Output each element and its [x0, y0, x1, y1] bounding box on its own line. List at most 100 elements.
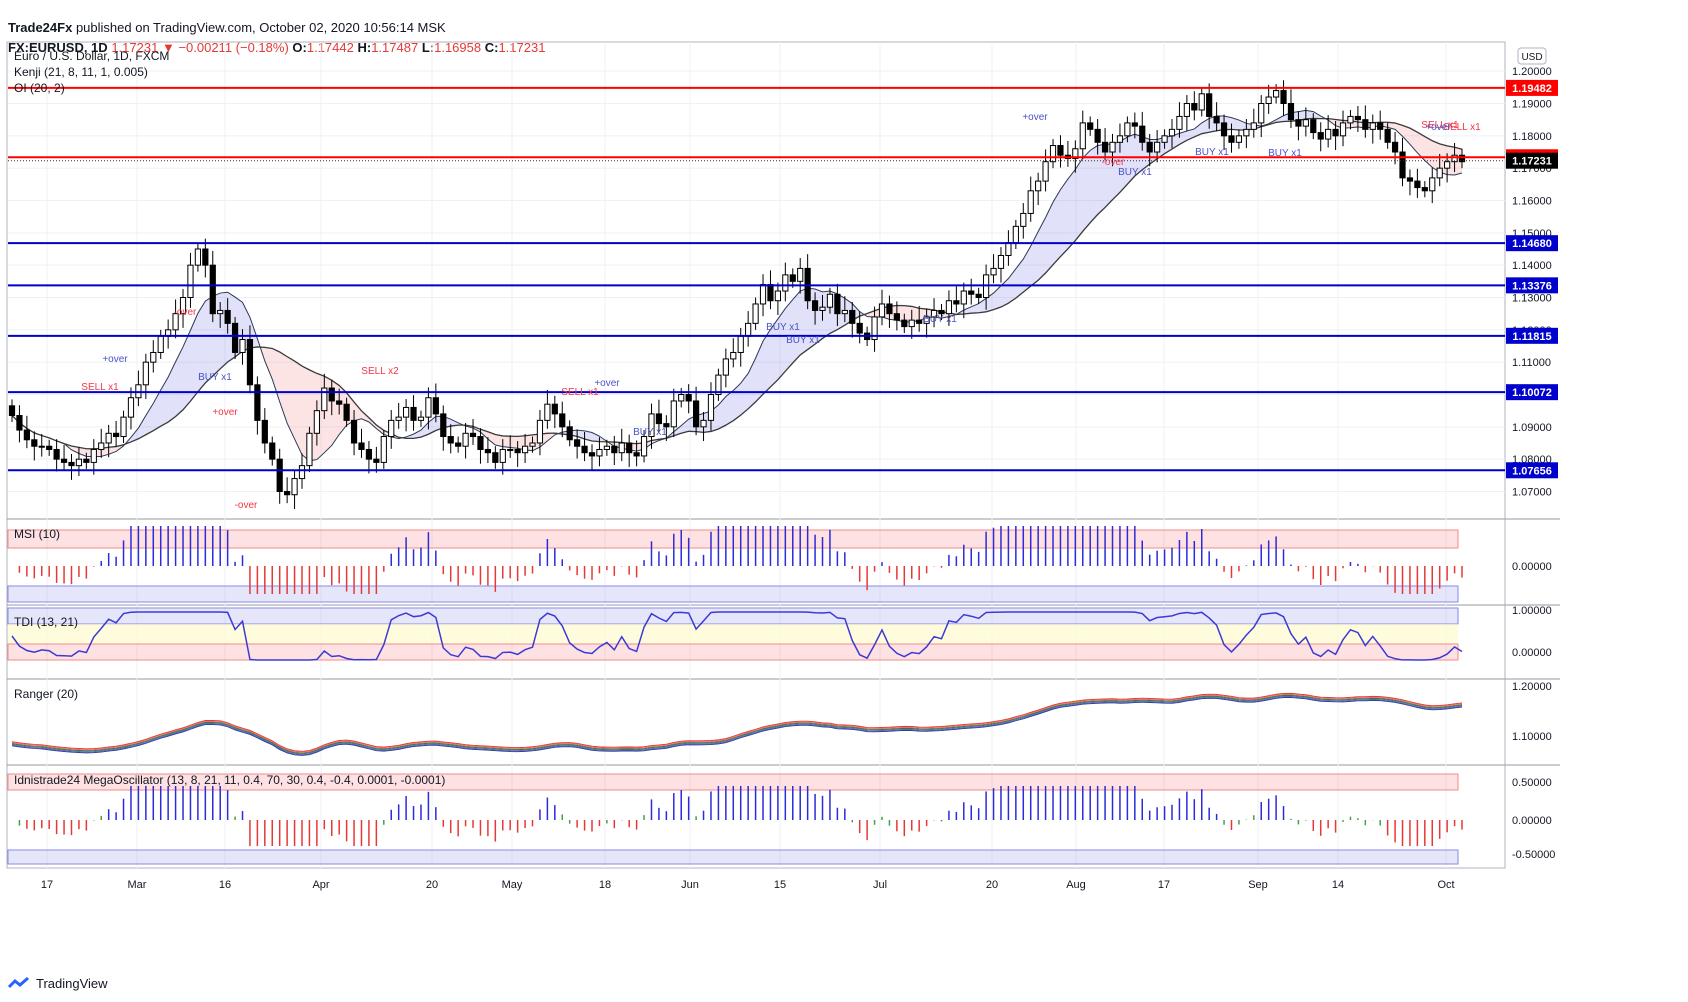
- candle: [284, 491, 291, 496]
- candle: [707, 394, 715, 421]
- tdi-lower-band: [7, 643, 1459, 661]
- ranger-tick-label: 1.20000: [1512, 681, 1552, 693]
- publish-text: published on TradingView.com, October 02…: [75, 20, 446, 35]
- candle: [410, 406, 417, 421]
- over-signal-label: +over: [594, 378, 620, 389]
- candle: [83, 458, 90, 463]
- candle: [566, 426, 573, 441]
- buy-signal-label: BUY x1: [1195, 147, 1229, 158]
- candle: [53, 448, 60, 460]
- over-signal-label: -over: [235, 500, 258, 511]
- candle: [849, 309, 856, 324]
- x-tick-label: 15: [774, 879, 786, 891]
- kenji-cloud-segment: [428, 416, 436, 435]
- tdi-tick-label: 1.00000: [1512, 605, 1552, 617]
- candle: [819, 306, 826, 311]
- over-signal-label: -over: [174, 307, 197, 318]
- candle: [797, 267, 804, 282]
- candle: [276, 458, 283, 492]
- msi-tick-label: 0.00000: [1512, 561, 1552, 573]
- high-label: H:: [357, 40, 372, 55]
- candle: [38, 445, 45, 448]
- kenji-slow-line: [11, 117, 1463, 450]
- kenji-cloud-segment: [963, 306, 972, 314]
- candle: [336, 400, 343, 405]
- x-tick-label: 17: [41, 879, 53, 891]
- buy-signal-label: BUY x1: [633, 427, 667, 438]
- kenji-cloud-segment: [763, 329, 771, 395]
- candle: [1280, 90, 1287, 104]
- y-tick-label: 1.14000: [1512, 260, 1552, 272]
- high-value: 1.17487: [371, 40, 419, 55]
- x-tick-label: 17: [1158, 879, 1170, 891]
- candle: [291, 478, 298, 496]
- kenji-cloud-segment: [502, 435, 511, 448]
- candle: [626, 442, 633, 454]
- candle: [811, 300, 819, 311]
- close-label: C:: [484, 40, 499, 55]
- candle: [194, 248, 202, 266]
- candle: [759, 284, 767, 305]
- kenji-cloud-segment: [911, 306, 920, 322]
- kenji-cloud-segment: [1454, 147, 1462, 176]
- kenji-cloud-segment: [1090, 145, 1098, 223]
- candle: [388, 419, 395, 438]
- candle: [142, 361, 149, 386]
- candle: [1168, 128, 1176, 137]
- candle: [685, 394, 692, 402]
- low-label: L:: [421, 40, 435, 55]
- level-label: 1.07656: [1512, 465, 1552, 477]
- last-price-label: 1.17231: [1512, 156, 1552, 168]
- kenji-cloud-segment: [272, 348, 280, 402]
- ranger-line: [11, 694, 1463, 754]
- kenji-cloud-segment: [1298, 110, 1306, 121]
- kenji-cloud-segment: [1030, 231, 1039, 287]
- kenji-cloud-segment: [130, 428, 139, 442]
- candle: [737, 335, 744, 353]
- candle: [75, 458, 83, 467]
- msi-legend: MSI (10): [14, 527, 60, 541]
- kenji-cloud-segment: [279, 352, 288, 424]
- level-badge: [1506, 462, 1558, 479]
- candle: [484, 448, 491, 454]
- footer: TradingView: [8, 976, 108, 991]
- currency-label: USD: [1521, 52, 1542, 63]
- kenji-cloud-segment: [1119, 137, 1128, 193]
- last-price: 1.17231: [111, 40, 159, 55]
- candle: [1436, 167, 1443, 179]
- kenji-cloud-segment: [220, 292, 228, 369]
- level-badge: [1506, 277, 1558, 294]
- candle: [886, 303, 893, 315]
- candle: [432, 397, 439, 415]
- kenji-cloud-segment: [1112, 141, 1120, 200]
- candle: [1384, 128, 1391, 143]
- candle: [172, 313, 179, 331]
- candle: [157, 335, 164, 353]
- candle: [447, 436, 454, 444]
- candle: [1191, 103, 1198, 111]
- ranger-line: [11, 692, 1463, 752]
- ranger-tick-label: 1.10000: [1512, 731, 1552, 743]
- candle: [1258, 103, 1265, 124]
- chart-frame: [6, 41, 1506, 869]
- kenji-cloud-segment: [673, 425, 682, 436]
- candle: [499, 448, 506, 463]
- candle: [1414, 180, 1421, 189]
- candle: [603, 445, 610, 450]
- currency-badge: [1517, 47, 1547, 65]
- kenji-cloud-segment: [1045, 202, 1054, 274]
- kenji-cloud-segment: [376, 424, 384, 435]
- candle: [1027, 190, 1034, 214]
- candle: [544, 403, 551, 421]
- candle: [68, 461, 75, 467]
- kenji-cloud-segment: [487, 431, 496, 446]
- candle: [1325, 128, 1332, 140]
- level-label: 1.14680: [1512, 238, 1552, 250]
- mega-legend: Idnistrade24 MegaOscillator (13, 8, 21, …: [14, 773, 445, 787]
- candle: [930, 309, 938, 318]
- kenji-cloud-segment: [183, 330, 191, 410]
- candle: [231, 322, 239, 353]
- mega-tick-label: 0.00000: [1512, 815, 1552, 827]
- candle: [1131, 122, 1138, 127]
